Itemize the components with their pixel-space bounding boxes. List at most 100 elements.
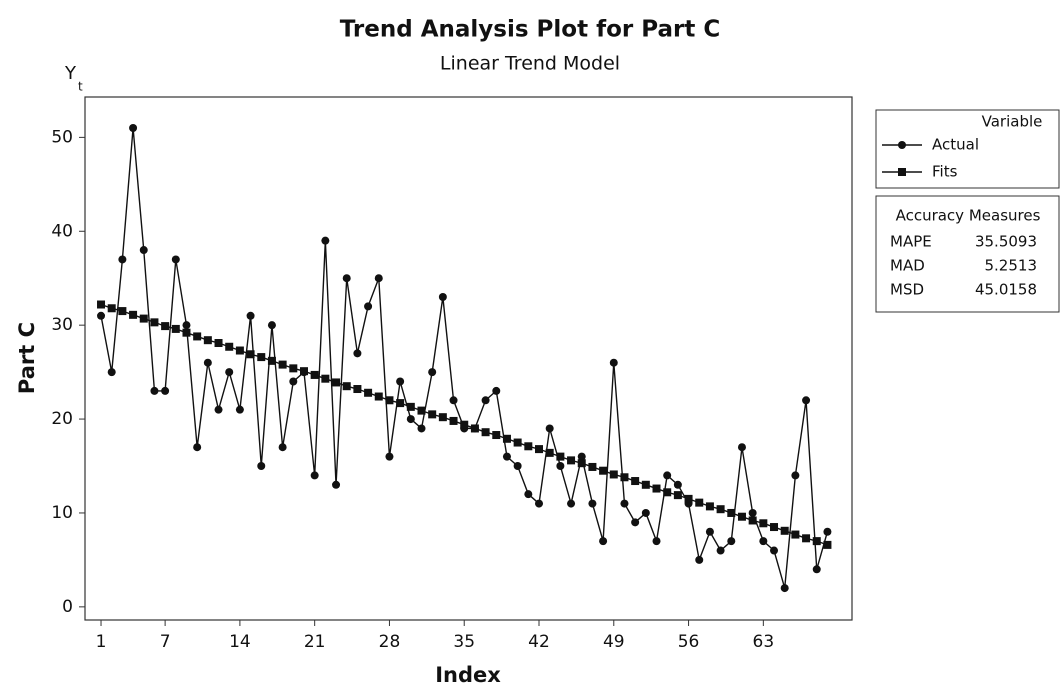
y-axis-label: Part C xyxy=(15,322,39,394)
point-marker xyxy=(823,527,832,536)
y-symbol: Y xyxy=(64,63,77,84)
fit-marker xyxy=(246,350,255,359)
fit-marker xyxy=(737,512,746,521)
fit-marker xyxy=(727,508,736,517)
x-tick-label: 7 xyxy=(160,632,171,652)
fit-marker xyxy=(364,388,373,397)
point-marker xyxy=(235,405,244,414)
point-marker xyxy=(150,386,159,395)
fit-marker xyxy=(684,494,693,503)
accuracy-value: 35.5093 xyxy=(975,233,1037,251)
fit-marker xyxy=(588,462,597,471)
fit-marker xyxy=(524,442,533,451)
point-marker xyxy=(588,499,597,508)
point-marker xyxy=(524,490,533,499)
point-marker xyxy=(780,584,789,593)
fit-marker xyxy=(470,424,479,433)
fit-marker xyxy=(780,526,789,535)
fit-marker xyxy=(599,466,608,475)
point-marker xyxy=(748,508,757,517)
legend-label: Fits xyxy=(932,163,958,181)
point-marker xyxy=(353,349,362,358)
legend-marker xyxy=(898,168,906,176)
accuracy-name: MSD xyxy=(890,281,924,299)
fit-marker xyxy=(449,416,458,425)
fit-marker xyxy=(214,339,223,348)
fit-marker xyxy=(802,534,811,543)
point-marker xyxy=(727,537,736,546)
y-tick-label: 50 xyxy=(51,127,73,147)
fit-marker xyxy=(791,530,800,539)
chart-subtitle: Linear Trend Model xyxy=(440,53,620,75)
fit-marker xyxy=(567,456,576,465)
point-marker xyxy=(385,452,394,461)
x-tick-label: 28 xyxy=(379,632,401,652)
fit-marker xyxy=(609,470,618,479)
fit-marker xyxy=(235,346,244,355)
point-marker xyxy=(118,255,127,264)
fit-marker xyxy=(705,502,714,511)
point-marker xyxy=(267,321,276,330)
fit-marker xyxy=(267,356,276,365)
fit-marker xyxy=(150,318,159,327)
x-tick-label: 21 xyxy=(304,632,326,652)
y-tick-label: 40 xyxy=(51,221,73,241)
fit-marker xyxy=(257,353,266,362)
x-tick-label: 1 xyxy=(96,632,107,652)
point-marker xyxy=(310,471,319,480)
fit-marker xyxy=(428,410,437,419)
point-marker xyxy=(182,321,191,330)
y-tick-label: 0 xyxy=(62,597,73,617)
fit-marker xyxy=(513,438,522,447)
fit-marker xyxy=(193,332,202,341)
point-marker xyxy=(193,443,202,452)
fit-marker xyxy=(225,342,234,351)
point-marker xyxy=(171,255,180,264)
point-marker xyxy=(97,311,106,320)
point-marker xyxy=(695,555,704,564)
point-marker xyxy=(139,246,148,255)
point-marker xyxy=(535,499,544,508)
series-line xyxy=(100,127,829,589)
accuracy-title: Accuracy Measures xyxy=(896,207,1041,225)
fit-marker xyxy=(652,484,661,493)
point-marker xyxy=(278,443,287,452)
fit-marker xyxy=(748,516,757,525)
point-marker xyxy=(812,565,821,574)
fit-marker xyxy=(545,448,554,457)
point-marker xyxy=(321,236,330,245)
fit-marker xyxy=(556,452,565,461)
point-marker xyxy=(428,368,437,377)
fit-marker xyxy=(139,314,148,323)
fit-marker xyxy=(673,491,682,500)
x-tick-label: 35 xyxy=(453,632,475,652)
fit-marker xyxy=(396,399,405,408)
accuracy-value: 45.0158 xyxy=(975,281,1037,299)
point-marker xyxy=(449,396,458,405)
fit-marker xyxy=(812,537,821,546)
fit-marker xyxy=(438,413,447,422)
fit-marker xyxy=(417,406,426,415)
point-marker xyxy=(577,452,586,461)
fit-marker xyxy=(203,336,212,345)
x-tick-label: 42 xyxy=(528,632,550,652)
x-tick-label: 56 xyxy=(678,632,700,652)
fit-marker xyxy=(631,477,640,486)
point-marker xyxy=(567,499,576,508)
fit-marker xyxy=(374,392,383,401)
accuracy-value: 5.2513 xyxy=(985,257,1038,275)
point-marker xyxy=(107,368,116,377)
fit-marker xyxy=(385,396,394,405)
point-marker xyxy=(599,537,608,546)
point-marker xyxy=(332,480,341,489)
point-marker xyxy=(663,471,672,480)
point-marker xyxy=(396,377,405,386)
fit-marker xyxy=(171,324,180,333)
x-tick-label: 49 xyxy=(603,632,625,652)
point-marker xyxy=(246,311,255,320)
point-marker xyxy=(631,518,640,527)
fit-marker xyxy=(502,434,511,443)
y-symbol-subscript: t xyxy=(78,80,83,94)
